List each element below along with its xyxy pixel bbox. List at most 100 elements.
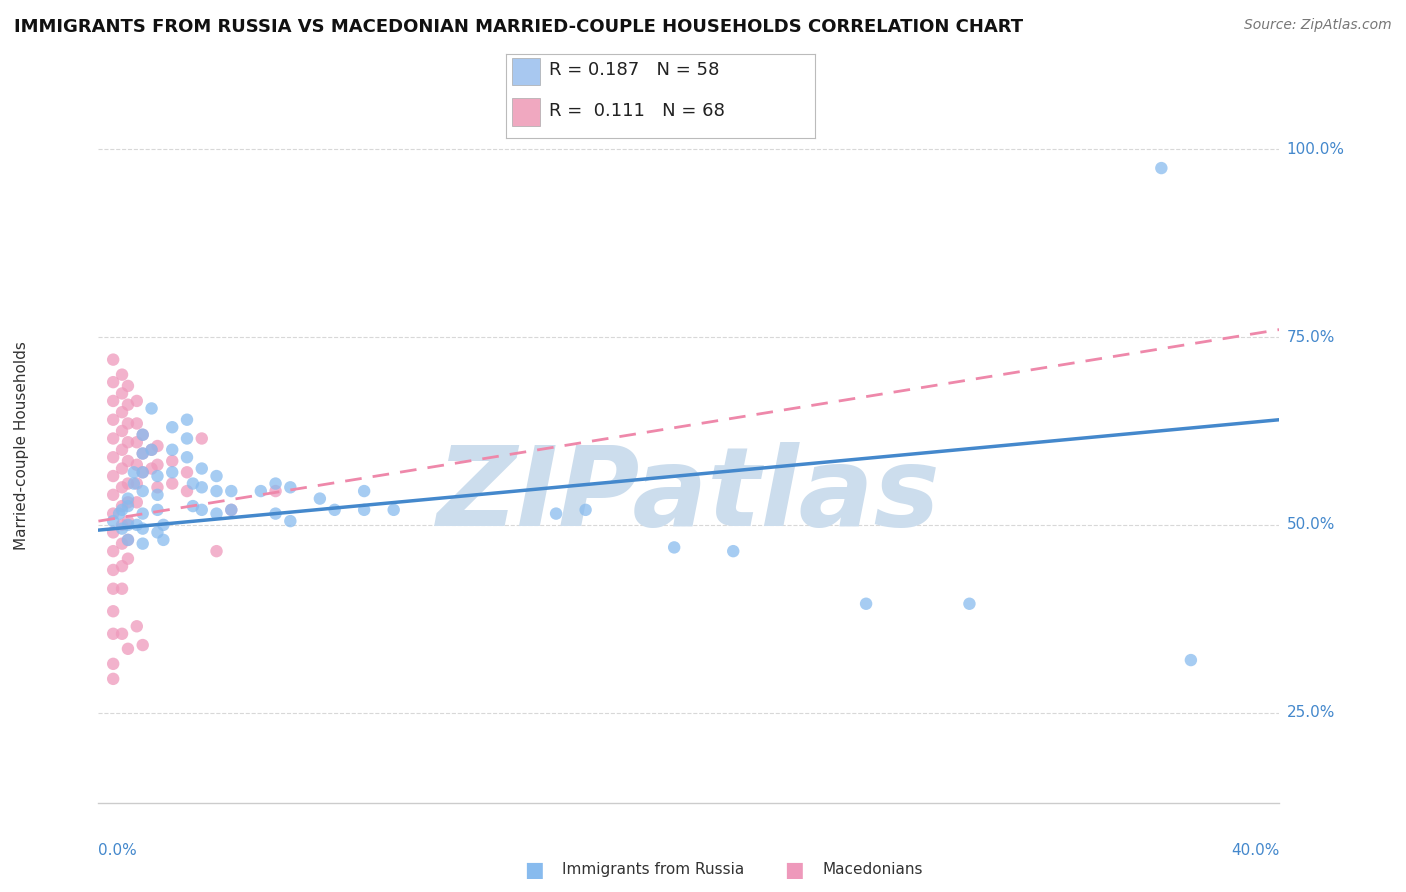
Point bbox=[103, 393, 125, 408]
Point bbox=[176, 432, 198, 446]
Point bbox=[125, 458, 148, 472]
Point bbox=[108, 507, 131, 521]
Point bbox=[141, 442, 163, 457]
Point bbox=[162, 465, 183, 479]
Bar bbox=[512, 98, 540, 126]
Text: ZIPatlas: ZIPatlas bbox=[437, 442, 941, 549]
Point bbox=[1180, 653, 1202, 667]
Point bbox=[132, 427, 155, 442]
Point bbox=[146, 458, 169, 472]
Point bbox=[162, 476, 183, 491]
Point bbox=[323, 503, 346, 517]
Text: ■: ■ bbox=[524, 860, 544, 880]
Point bbox=[111, 461, 134, 475]
Point bbox=[278, 514, 302, 528]
Point bbox=[125, 417, 148, 431]
Point bbox=[111, 480, 134, 494]
Point bbox=[132, 446, 155, 460]
Point bbox=[125, 476, 148, 491]
Point bbox=[146, 469, 169, 483]
Point bbox=[176, 450, 198, 465]
Point bbox=[125, 495, 148, 509]
Point bbox=[111, 405, 134, 419]
Point bbox=[103, 525, 125, 540]
Point bbox=[125, 619, 148, 633]
Point bbox=[191, 432, 214, 446]
Point bbox=[191, 480, 214, 494]
Point bbox=[103, 507, 125, 521]
Point bbox=[111, 517, 134, 532]
Point bbox=[103, 544, 125, 558]
Text: 75.0%: 75.0% bbox=[1286, 329, 1334, 344]
Point bbox=[103, 352, 125, 367]
Point bbox=[181, 499, 204, 513]
Point bbox=[132, 446, 155, 460]
Point bbox=[132, 465, 155, 479]
Text: R =  0.111   N = 68: R = 0.111 N = 68 bbox=[550, 103, 725, 120]
Point bbox=[125, 517, 148, 532]
Point bbox=[103, 450, 125, 465]
Point bbox=[111, 368, 134, 382]
Point bbox=[141, 461, 163, 475]
Point bbox=[1150, 161, 1173, 175]
Text: ■: ■ bbox=[785, 860, 804, 880]
Point bbox=[219, 484, 242, 499]
Point bbox=[122, 465, 145, 479]
Point bbox=[721, 544, 744, 558]
Point bbox=[103, 469, 125, 483]
Point bbox=[162, 420, 183, 434]
Point bbox=[132, 507, 155, 521]
Point bbox=[152, 517, 174, 532]
Point bbox=[117, 551, 139, 566]
Point bbox=[959, 597, 981, 611]
Point bbox=[111, 442, 134, 457]
Point bbox=[219, 503, 242, 517]
Point bbox=[146, 488, 169, 502]
Point bbox=[117, 517, 139, 532]
Point bbox=[132, 484, 155, 499]
Point bbox=[141, 442, 163, 457]
Point bbox=[117, 454, 139, 468]
Point bbox=[309, 491, 332, 506]
Point bbox=[264, 484, 287, 499]
Point bbox=[111, 536, 134, 550]
Point bbox=[103, 672, 125, 686]
Point bbox=[574, 503, 596, 517]
Point bbox=[162, 454, 183, 468]
Point bbox=[181, 476, 204, 491]
Point bbox=[117, 379, 139, 393]
Point bbox=[122, 476, 145, 491]
Point bbox=[117, 417, 139, 431]
Point bbox=[544, 507, 567, 521]
Point bbox=[103, 582, 125, 596]
Point bbox=[103, 563, 125, 577]
Point bbox=[132, 522, 155, 536]
Point bbox=[382, 503, 405, 517]
Text: Married-couple Households: Married-couple Households bbox=[14, 342, 28, 550]
Point bbox=[132, 427, 155, 442]
Point bbox=[111, 386, 134, 401]
Point bbox=[162, 442, 183, 457]
Point bbox=[264, 476, 287, 491]
Point bbox=[103, 375, 125, 389]
Text: 25.0%: 25.0% bbox=[1286, 706, 1334, 720]
Point bbox=[103, 488, 125, 502]
Point bbox=[205, 484, 228, 499]
Point bbox=[103, 627, 125, 641]
Point bbox=[146, 503, 169, 517]
Text: R = 0.187   N = 58: R = 0.187 N = 58 bbox=[550, 62, 720, 79]
Text: 50.0%: 50.0% bbox=[1286, 517, 1334, 533]
Point bbox=[111, 582, 134, 596]
Text: 40.0%: 40.0% bbox=[1232, 843, 1279, 858]
Text: IMMIGRANTS FROM RUSSIA VS MACEDONIAN MARRIED-COUPLE HOUSEHOLDS CORRELATION CHART: IMMIGRANTS FROM RUSSIA VS MACEDONIAN MAR… bbox=[14, 18, 1024, 36]
Point bbox=[103, 514, 125, 528]
Point bbox=[855, 597, 877, 611]
Point bbox=[103, 657, 125, 671]
Point bbox=[111, 499, 134, 513]
Point bbox=[353, 484, 375, 499]
Point bbox=[111, 424, 134, 438]
Point bbox=[117, 533, 139, 547]
Point bbox=[205, 469, 228, 483]
Text: 0.0%: 0.0% bbox=[98, 843, 138, 858]
Bar bbox=[512, 58, 540, 85]
